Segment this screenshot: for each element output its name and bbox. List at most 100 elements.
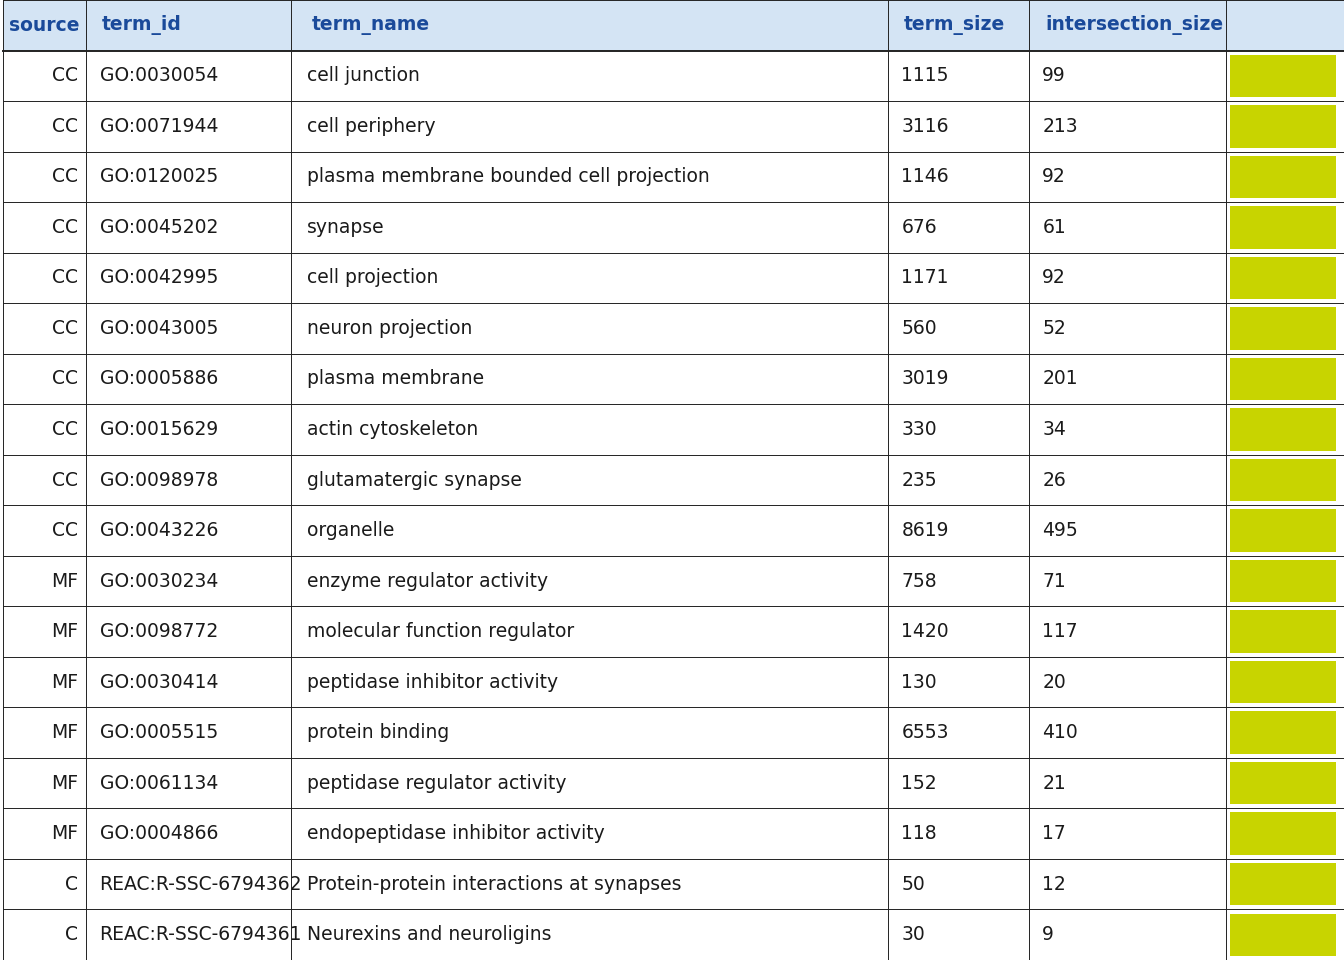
Text: CC: CC (52, 167, 78, 186)
FancyBboxPatch shape (1230, 660, 1336, 704)
Text: term_size: term_size (905, 15, 1005, 36)
FancyBboxPatch shape (1230, 358, 1336, 400)
Text: GO:0043226: GO:0043226 (99, 521, 218, 540)
Text: 34: 34 (1042, 420, 1066, 439)
FancyBboxPatch shape (3, 303, 1344, 353)
Text: Neurexins and neuroligins: Neurexins and neuroligins (308, 925, 552, 945)
Text: 52: 52 (1042, 319, 1066, 338)
Text: 1146: 1146 (902, 167, 949, 186)
Text: plasma membrane bounded cell projection: plasma membrane bounded cell projection (308, 167, 710, 186)
Text: CC: CC (52, 370, 78, 389)
Text: 61: 61 (1042, 218, 1066, 237)
Text: GO:0030054: GO:0030054 (99, 66, 218, 85)
FancyBboxPatch shape (3, 607, 1344, 657)
Text: organelle: organelle (308, 521, 395, 540)
Text: cell junction: cell junction (308, 66, 421, 85)
Text: 21: 21 (1042, 774, 1066, 793)
Text: GO:0004866: GO:0004866 (99, 825, 218, 843)
Text: 92: 92 (1042, 167, 1066, 186)
Text: MF: MF (51, 622, 78, 641)
Text: 201: 201 (1042, 370, 1078, 389)
Text: 117: 117 (1042, 622, 1078, 641)
Text: GO:0005515: GO:0005515 (99, 723, 218, 742)
FancyBboxPatch shape (3, 0, 1344, 51)
Text: 213: 213 (1042, 117, 1078, 135)
Text: CC: CC (52, 420, 78, 439)
Text: 118: 118 (902, 825, 937, 843)
Text: 6553: 6553 (902, 723, 949, 742)
Text: 3019: 3019 (902, 370, 949, 389)
Text: intersection_size: intersection_size (1044, 15, 1223, 36)
Text: 152: 152 (902, 774, 937, 793)
Text: term_id: term_id (102, 15, 181, 36)
Text: 26: 26 (1042, 470, 1066, 490)
FancyBboxPatch shape (3, 353, 1344, 404)
Text: 130: 130 (902, 673, 937, 691)
Text: 50: 50 (902, 875, 925, 894)
Text: GO:0061134: GO:0061134 (99, 774, 218, 793)
FancyBboxPatch shape (3, 455, 1344, 505)
Text: GO:0071944: GO:0071944 (99, 117, 218, 135)
Text: 758: 758 (902, 571, 937, 590)
Text: 560: 560 (902, 319, 937, 338)
Text: cell periphery: cell periphery (308, 117, 435, 135)
FancyBboxPatch shape (1230, 307, 1336, 349)
Text: CC: CC (52, 319, 78, 338)
Text: 12: 12 (1042, 875, 1066, 894)
FancyBboxPatch shape (1230, 711, 1336, 754)
FancyBboxPatch shape (3, 657, 1344, 708)
Text: molecular function regulator: molecular function regulator (308, 622, 575, 641)
Text: actin cytoskeleton: actin cytoskeleton (308, 420, 478, 439)
FancyBboxPatch shape (1230, 812, 1336, 855)
FancyBboxPatch shape (1230, 863, 1336, 905)
Text: REAC:R-SSC-6794361: REAC:R-SSC-6794361 (99, 925, 302, 945)
FancyBboxPatch shape (1230, 914, 1336, 956)
Text: 1115: 1115 (902, 66, 949, 85)
Text: MF: MF (51, 825, 78, 843)
Text: REAC:R-SSC-6794362: REAC:R-SSC-6794362 (99, 875, 302, 894)
Text: C: C (65, 875, 78, 894)
Text: CC: CC (52, 269, 78, 287)
Text: 1420: 1420 (902, 622, 949, 641)
FancyBboxPatch shape (3, 203, 1344, 252)
Text: endopeptidase inhibitor activity: endopeptidase inhibitor activity (308, 825, 605, 843)
Text: CC: CC (52, 521, 78, 540)
FancyBboxPatch shape (1230, 510, 1336, 552)
FancyBboxPatch shape (1230, 560, 1336, 602)
Text: plasma membrane: plasma membrane (308, 370, 484, 389)
FancyBboxPatch shape (1230, 206, 1336, 249)
FancyBboxPatch shape (1230, 762, 1336, 804)
Text: MF: MF (51, 774, 78, 793)
FancyBboxPatch shape (3, 757, 1344, 808)
Text: 330: 330 (902, 420, 937, 439)
Text: glutamatergic synapse: glutamatergic synapse (308, 470, 523, 490)
Text: 235: 235 (902, 470, 937, 490)
Text: GO:0045202: GO:0045202 (99, 218, 218, 237)
Text: 92: 92 (1042, 269, 1066, 287)
Text: GO:0030414: GO:0030414 (99, 673, 218, 691)
FancyBboxPatch shape (3, 556, 1344, 607)
Text: 495: 495 (1042, 521, 1078, 540)
Text: cell projection: cell projection (308, 269, 438, 287)
Text: Protein-protein interactions at synapses: Protein-protein interactions at synapses (308, 875, 681, 894)
FancyBboxPatch shape (3, 404, 1344, 455)
Text: peptidase regulator activity: peptidase regulator activity (308, 774, 567, 793)
FancyBboxPatch shape (1230, 156, 1336, 198)
FancyBboxPatch shape (3, 252, 1344, 303)
FancyBboxPatch shape (1230, 55, 1336, 97)
Text: 99: 99 (1042, 66, 1066, 85)
Text: 71: 71 (1042, 571, 1066, 590)
Text: CC: CC (52, 66, 78, 85)
Text: MF: MF (51, 723, 78, 742)
Text: GO:0120025: GO:0120025 (99, 167, 218, 186)
FancyBboxPatch shape (1230, 459, 1336, 501)
Text: MF: MF (51, 673, 78, 691)
Text: C: C (65, 925, 78, 945)
FancyBboxPatch shape (3, 152, 1344, 203)
Text: CC: CC (52, 218, 78, 237)
FancyBboxPatch shape (1230, 256, 1336, 300)
Text: 20: 20 (1042, 673, 1066, 691)
Text: 8619: 8619 (902, 521, 949, 540)
Text: enzyme regulator activity: enzyme regulator activity (308, 571, 548, 590)
Text: 410: 410 (1042, 723, 1078, 742)
